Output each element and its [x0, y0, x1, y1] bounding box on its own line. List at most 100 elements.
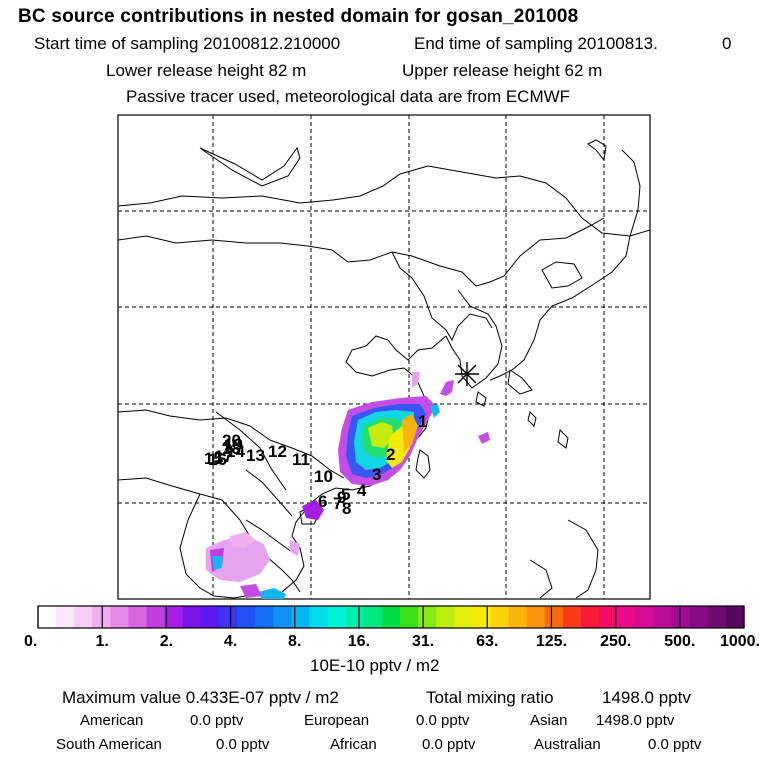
- colorbar-tick-labels: 0. 1. 2. 4. 8. 16. 31. 63. 125. 250. 500. 1000.: [24, 633, 760, 650]
- colorbar-swatch: [56, 606, 75, 628]
- colorbar-swatch: [671, 606, 691, 628]
- colorbar-tick-label: 125.: [536, 633, 567, 650]
- colorbar-swatch: [327, 606, 347, 628]
- trajectory-label-19: 19: [224, 435, 243, 454]
- colorbar-swatch: [309, 606, 329, 628]
- trajectory-label-6: 6: [318, 492, 327, 511]
- european-value: 0.0 pptv: [416, 712, 470, 729]
- trajectory-label-20: 20: [222, 431, 241, 450]
- map-frame: [117, 114, 651, 600]
- colorbar-swatch: [255, 606, 274, 628]
- colorbar-swatch: [725, 606, 745, 628]
- trajectory-label-10: 10: [314, 467, 333, 486]
- trajectory-label-15: 15: [204, 449, 223, 468]
- colorbar-tick-label: 500.: [664, 633, 695, 650]
- total-mixing-ratio-label: Total mixing ratio: [426, 688, 554, 707]
- colorbar-tick-label: 1000.: [720, 633, 760, 650]
- colorbar-swatch: [237, 606, 256, 628]
- australian-label: Australian: [534, 736, 601, 753]
- trajectory-label-14: 14: [226, 442, 245, 461]
- trajectory-label-1: 1: [418, 412, 427, 431]
- trajectory-label-13: 13: [246, 446, 265, 465]
- colorbar-tick-label: 31.: [412, 633, 434, 650]
- colorbar-swatch: [146, 606, 166, 628]
- lower-release-height: Lower release height 82 m: [106, 61, 307, 80]
- colorbar: 0. 1. 2. 4. 8. 16. 31. 63. 125. 250. 500. 1000.: [24, 605, 760, 650]
- trajectory-label-3: 3: [372, 465, 381, 484]
- colorbar-swatch: [653, 606, 673, 628]
- african-value: 0.0 pptv: [422, 736, 476, 753]
- american-value: 0.0 pptv: [190, 712, 244, 729]
- total-mixing-ratio-value: 1498.0 pptv: [602, 688, 691, 707]
- australian-value: 0.0 pptv: [648, 736, 702, 753]
- colorbar-tick-label: 8.: [288, 633, 301, 650]
- colorbar-swatch: [74, 606, 93, 628]
- colorbar-swatch: [400, 606, 419, 628]
- end-time-value: 0: [722, 34, 732, 53]
- colorbar-swatch: [689, 606, 709, 628]
- colorbar-swatch: [38, 606, 57, 628]
- colorbar-swatch: [436, 606, 455, 628]
- african-label: African: [330, 736, 377, 753]
- trajectory-label-9: 9: [337, 488, 346, 507]
- colorbar-swatch: [345, 606, 365, 628]
- colorbar-swatch: [164, 606, 184, 628]
- receptor-asterisk-icon: [455, 362, 479, 386]
- colorbar-swatch: [363, 606, 383, 628]
- colorbar-ticks: [37, 606, 745, 628]
- colorbar-swatch: [635, 606, 655, 628]
- asian-value: 1498.0 pptv: [596, 712, 675, 729]
- trajectory-labels: 1 2 3 4 5 6 7 8 9 10 11 12 13 14 15 16 1…: [204, 412, 427, 518]
- colorbar-swatch: [110, 606, 130, 628]
- trajectory-label-12: 12: [268, 442, 287, 461]
- colorbar-swatch: [707, 606, 727, 628]
- colorbar-swatch: [273, 606, 293, 628]
- colorbar-tick-label: 0.: [24, 633, 37, 650]
- colorbar-swatch: [200, 606, 220, 628]
- trajectory-label-11: 11: [292, 450, 310, 469]
- european-label: European: [304, 712, 370, 729]
- max-value-label: Maximum value 0.433E-07 pptv / m2: [62, 688, 339, 707]
- trajectory-label-18: 18: [222, 439, 241, 458]
- colorbar-tick-label: 250.: [600, 633, 631, 650]
- colorbar-swatch: [508, 606, 528, 628]
- colorbar-swatch: [454, 606, 474, 628]
- map-title: BC source contributions in nested domain…: [18, 6, 579, 27]
- colorbar-swatch: [128, 606, 148, 628]
- end-time-label: End time of sampling 20100813.: [414, 34, 658, 53]
- trajectory-label-4: 4: [357, 481, 367, 500]
- trajectory-label-2: 2: [386, 445, 395, 464]
- colorbar-swatch: [381, 606, 401, 628]
- concentration-field: [206, 372, 490, 599]
- south-american-value: 0.0 pptv: [216, 736, 270, 753]
- colorbar-swatch: [472, 606, 492, 628]
- colorbar-swatch: [617, 606, 636, 628]
- colorbar-tick-label: 63.: [476, 633, 498, 650]
- colorbar-swatch: [291, 606, 311, 628]
- colorbar-swatch: [490, 606, 510, 628]
- colorbar-swatches: [38, 606, 745, 628]
- american-label: American: [80, 712, 144, 729]
- colorbar-units: 10E-10 pptv / m2: [310, 656, 440, 675]
- colorbar-swatch: [581, 606, 600, 628]
- colorbar-swatch: [182, 606, 202, 628]
- south-american-label: South American: [56, 736, 162, 753]
- upper-release-height: Upper release height 62 m: [402, 61, 603, 80]
- colorbar-swatch: [219, 606, 238, 628]
- colorbar-swatch: [544, 606, 564, 628]
- colorbar-tick-label: 1.: [96, 633, 109, 650]
- trajectory-label-5: 5: [341, 485, 350, 504]
- colorbar-swatch: [562, 606, 582, 628]
- trajectory-label-8: 8: [342, 499, 351, 518]
- start-time-label: Start time of sampling 20100812.210000: [34, 34, 341, 53]
- trajectory-label-16: 16: [208, 450, 227, 469]
- map-gridlines: [118, 115, 650, 599]
- colorbar-swatch: [599, 606, 618, 628]
- colorbar-tick-label: 2.: [160, 633, 173, 650]
- colorbar-swatch: [526, 606, 546, 628]
- trajectory-label-17: 17: [214, 447, 233, 466]
- trajectory-label-7: 7: [333, 494, 342, 513]
- asian-label: Asian: [530, 712, 568, 729]
- passive-tracer-note: Passive tracer used, meteorological data…: [126, 87, 571, 106]
